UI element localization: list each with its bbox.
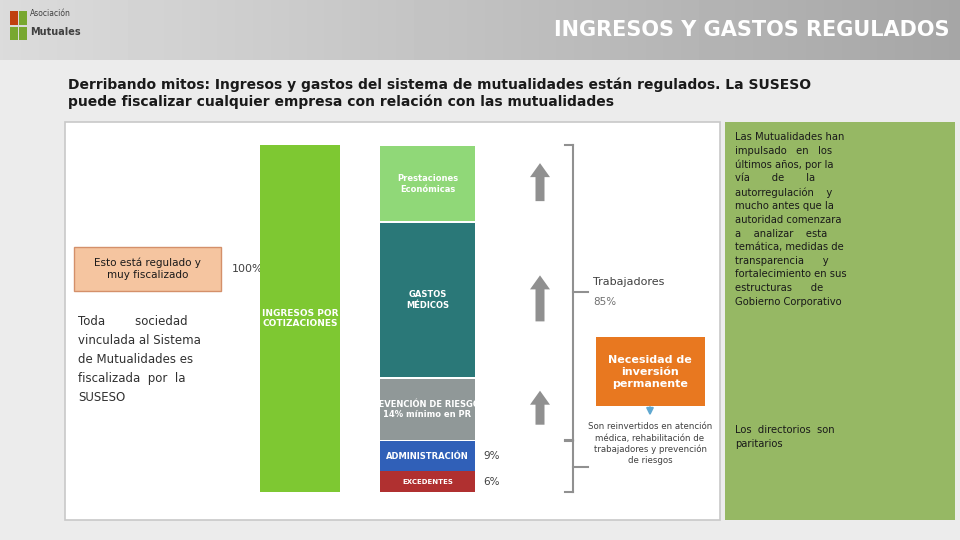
Text: Asociación: Asociación: [30, 10, 71, 18]
Text: Trabajadores: Trabajadores: [593, 278, 664, 287]
Bar: [19, 27, 27, 40]
Text: 6%: 6%: [483, 477, 499, 487]
FancyBboxPatch shape: [725, 122, 955, 520]
Polygon shape: [530, 391, 550, 424]
FancyBboxPatch shape: [380, 441, 475, 471]
Text: INGRESOS POR
COTIZACIONES: INGRESOS POR COTIZACIONES: [262, 309, 338, 328]
Text: Derribando mitos: Ingresos y gastos del sistema de mutualidades están regulados.: Derribando mitos: Ingresos y gastos del …: [68, 78, 811, 92]
FancyBboxPatch shape: [380, 146, 475, 221]
FancyBboxPatch shape: [260, 145, 340, 492]
Text: Necesidad de
inversión
permanente: Necesidad de inversión permanente: [608, 355, 692, 389]
Text: Los  directorios  son
paritarios: Los directorios son paritarios: [735, 425, 834, 449]
Bar: [10, 27, 18, 40]
Text: Las Mutualidades han
impulsado   en   los
últimos años, por la
vía       de     : Las Mutualidades han impulsado en los úl…: [735, 132, 847, 307]
Bar: [19, 11, 27, 25]
Text: Prestaciones
Económicas: Prestaciones Económicas: [396, 174, 458, 193]
Text: Esto está regulado y
muy fiscalizado: Esto está regulado y muy fiscalizado: [94, 258, 201, 280]
Text: INGRESOS Y GASTOS REGULADOS: INGRESOS Y GASTOS REGULADOS: [555, 20, 950, 40]
Text: Son reinvertidos en atención
médica, rehabilitación de
trabajadores y prevención: Son reinvertidos en atención médica, reh…: [588, 422, 712, 465]
Polygon shape: [530, 275, 550, 321]
Text: ADMINISTRACIÓN: ADMINISTRACIÓN: [386, 452, 468, 461]
FancyBboxPatch shape: [595, 338, 705, 407]
Text: 9%: 9%: [483, 451, 499, 461]
Bar: [10, 11, 18, 25]
FancyBboxPatch shape: [380, 223, 475, 377]
Text: GASTOS
MÉDICOS: GASTOS MÉDICOS: [406, 291, 449, 310]
Text: Mutuales: Mutuales: [30, 27, 81, 37]
FancyBboxPatch shape: [74, 247, 221, 291]
FancyBboxPatch shape: [380, 379, 475, 440]
Text: Toda        sociedad
vinculada al Sistema
de Mutualidades es
fiscalizada  por  l: Toda sociedad vinculada al Sistema de Mu…: [78, 315, 201, 404]
FancyBboxPatch shape: [380, 471, 475, 492]
Text: PREVENCIÓN DE RIESGOS:
14% mínimo en PR: PREVENCIÓN DE RIESGOS: 14% mínimo en PR: [366, 400, 490, 419]
Text: 85%: 85%: [593, 298, 616, 307]
Text: puede fiscalizar cualquier empresa con relación con las mutualidades: puede fiscalizar cualquier empresa con r…: [68, 95, 614, 110]
Text: EXCEDENTES: EXCEDENTES: [402, 478, 453, 484]
Polygon shape: [530, 163, 550, 201]
Text: 100%: 100%: [232, 264, 264, 274]
FancyBboxPatch shape: [65, 122, 720, 520]
